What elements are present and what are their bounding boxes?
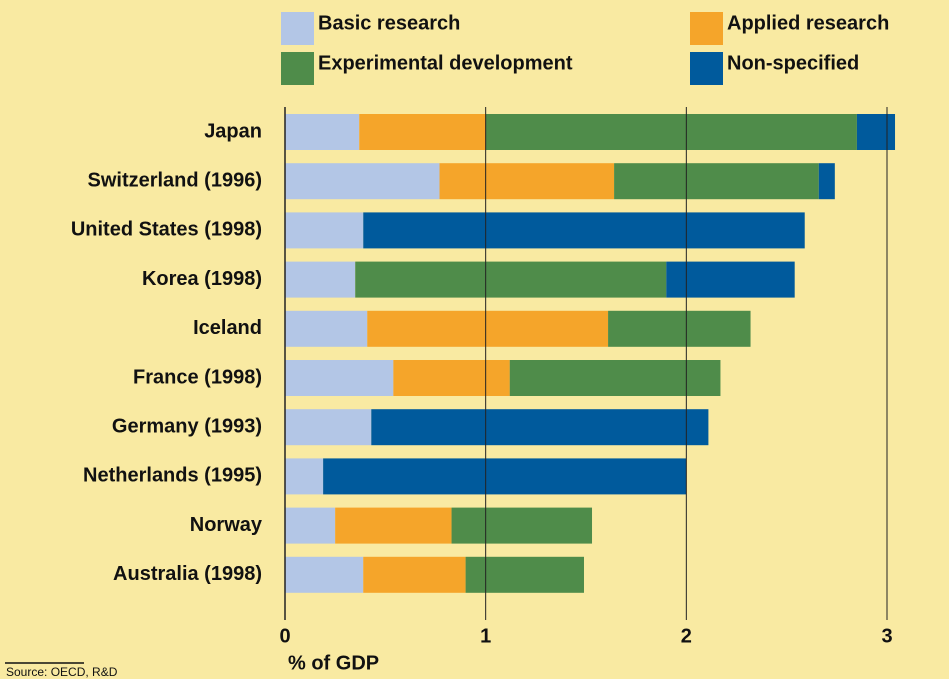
bar-segment [818,163,835,200]
legend-label: Applied research [727,12,889,34]
bar-segment [614,163,819,200]
bar-segment [509,360,721,396]
bar-segment [363,212,805,249]
bar-segment [285,556,364,593]
legend-swatch [690,12,723,45]
bar-segment [666,261,795,298]
y-tick-label: Netherlands (1995) [83,465,262,487]
legend-swatch [690,52,723,85]
bar-segment [285,163,440,200]
bar-segment [363,556,466,593]
y-tick-label: United States (1998) [71,219,262,241]
bar-segment [371,409,709,446]
bar-segment [856,114,896,150]
bar-segment [355,261,667,298]
bar-segment [393,360,510,396]
y-tick-label: Norway [190,514,263,536]
bar-segment [485,114,857,150]
y-tick-label: Germany (1993) [112,415,262,437]
bar-segment [359,114,486,150]
bar-segment [439,163,615,200]
legend-label: Basic research [318,12,460,34]
bar-segment [285,114,360,150]
bar-segment [285,458,324,495]
bar-segment [285,212,364,249]
bar-segment [335,507,452,544]
x-tick-label: 0 [279,625,290,647]
bar-segment [285,360,394,396]
source: Source: OECD, R&D [6,665,118,679]
legend-swatch [281,12,314,45]
y-tick-label: Australia (1998) [113,563,262,585]
x-tick-label: 2 [681,625,692,647]
x-tick-label: 1 [480,625,491,647]
y-tick-label: France (1998) [133,366,262,388]
y-tick-label: Korea (1998) [142,268,262,290]
y-tick-label: Japan [204,120,262,142]
bar-segment [323,458,687,495]
y-tick-label: Iceland [193,317,262,339]
legend-swatch [281,52,314,85]
legend-label: Experimental development [318,52,573,74]
bar-segment [285,409,372,446]
bar-segment [285,261,356,298]
legend-label: Non-specified [727,52,859,74]
bar-segment [451,507,593,544]
bar-segment [465,556,584,593]
x-axis-label: % of GDP [288,652,379,674]
bar-segment [367,310,609,347]
bar-segment [285,310,368,347]
x-tick-label: 3 [881,625,892,647]
bar-segment [285,507,336,544]
y-tick-label: Switzerland (1996) [87,169,262,191]
bar-segment [608,310,751,347]
